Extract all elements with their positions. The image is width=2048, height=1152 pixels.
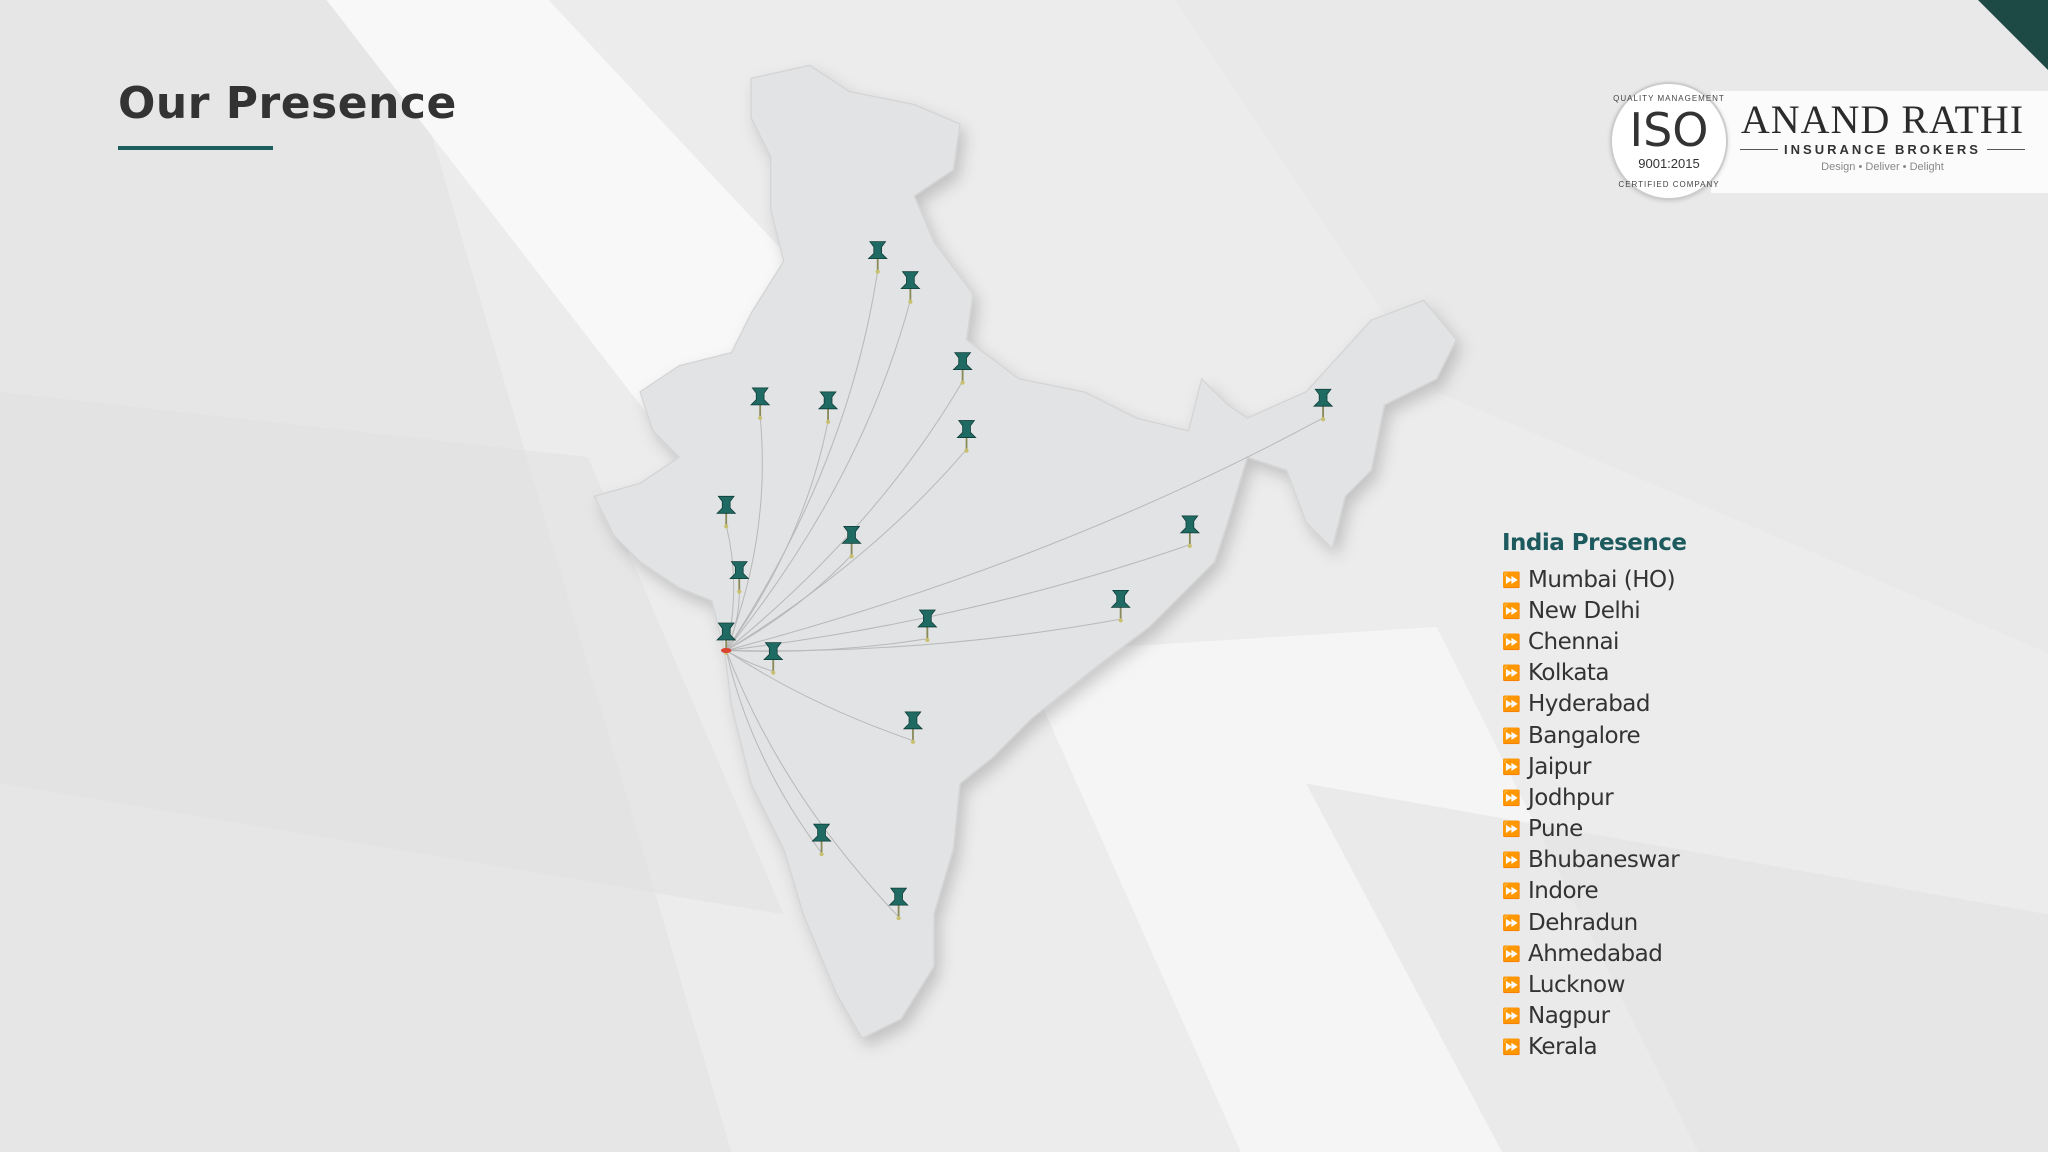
double-chevron-right-icon: ⏩ <box>1502 601 1521 620</box>
double-chevron-right-icon: ⏩ <box>1502 851 1521 870</box>
city-list-item: ⏩ New Delhi <box>1502 595 1687 626</box>
city-name: Jodhpur <box>1528 784 1614 811</box>
city-list-item: ⏩ Chennai <box>1502 626 1687 657</box>
double-chevron-right-icon: ⏩ <box>1502 632 1521 651</box>
route-line <box>725 300 911 651</box>
route-line <box>725 554 852 651</box>
route-line <box>725 420 829 651</box>
head-office-marker <box>720 647 732 654</box>
location-pin-icon <box>1313 388 1334 422</box>
corner-decoration <box>1978 0 2048 70</box>
city-list-item: ⏩ Jodhpur <box>1502 782 1687 813</box>
title-underline <box>118 146 273 150</box>
location-pin-icon <box>841 525 862 559</box>
city-name: Chennai <box>1528 628 1619 655</box>
brand-logo: ANAND RATHI INSURANCE BROKERS Design • D… <box>1740 98 2025 173</box>
iso-number: 9001:2015 <box>1638 156 1700 171</box>
city-list-item: ⏩ Kerala <box>1502 1032 1687 1063</box>
city-name: Kerala <box>1528 1034 1598 1061</box>
city-name: New Delhi <box>1528 597 1641 624</box>
brand-tagline: Design • Deliver • Delight <box>1821 161 1944 173</box>
location-pin-icon <box>1110 589 1131 623</box>
location-pin-icon <box>716 495 737 529</box>
route-line <box>726 638 928 652</box>
location-pin-icon <box>902 711 924 744</box>
city-name: Bangalore <box>1528 722 1641 749</box>
route-line <box>725 381 964 651</box>
city-list-item: ⏩ Bangalore <box>1502 720 1687 751</box>
city-name: Dehradun <box>1528 909 1638 936</box>
location-pin-icon <box>817 391 839 424</box>
route-line <box>725 650 914 742</box>
iso-bottom-text: CERTIFIED COMPANY <box>1618 180 1720 189</box>
city-list-item: ⏩ Ahmedabad <box>1502 938 1687 969</box>
city-name: Nagpur <box>1528 1003 1610 1030</box>
double-chevron-right-icon: ⏩ <box>1502 664 1521 683</box>
city-list-item: ⏩ Kolkata <box>1502 658 1687 689</box>
location-pin-icon <box>763 642 784 675</box>
city-list-item: ⏩ Lucknow <box>1502 969 1687 1000</box>
double-chevron-right-icon: ⏩ <box>1502 1038 1521 1057</box>
location-pin-icon <box>750 387 771 421</box>
location-pin-icon <box>900 271 921 304</box>
double-chevron-right-icon: ⏩ <box>1502 944 1521 963</box>
page-title: Our Presence <box>118 78 457 129</box>
brand-subtitle: INSURANCE BROKERS <box>1784 142 1981 157</box>
double-chevron-right-icon: ⏩ <box>1502 570 1521 589</box>
city-name: Indore <box>1528 878 1599 905</box>
city-name: Hyderabad <box>1528 691 1651 718</box>
city-name: Lucknow <box>1528 972 1625 999</box>
double-chevron-right-icon: ⏩ <box>1502 913 1521 932</box>
location-pin-icon <box>956 420 977 453</box>
route-line <box>725 650 899 918</box>
iso-main-text: ISO <box>1629 103 1709 157</box>
city-name: Mumbai (HO) <box>1528 566 1676 593</box>
city-name: Ahmedabad <box>1528 940 1663 967</box>
brand-name: ANAND RATHI <box>1740 97 2025 142</box>
city-name: Bhubaneswar <box>1528 847 1680 874</box>
city-name: Jaipur <box>1528 753 1591 780</box>
city-list-item: ⏩ Indore <box>1502 876 1687 907</box>
double-chevron-right-icon: ⏩ <box>1502 1007 1521 1026</box>
logo-banner <box>1711 91 2048 193</box>
double-chevron-right-icon: ⏩ <box>1502 757 1521 776</box>
city-list-item: ⏩ Dehradun <box>1502 907 1687 938</box>
double-chevron-right-icon: ⏩ <box>1502 695 1521 714</box>
presence-list: India Presence ⏩ Mumbai (HO) ⏩ New Delhi ⏩ Ch… <box>1502 530 1687 1063</box>
brand-subtitle-row: INSURANCE BROKERS <box>1740 142 2025 157</box>
route-line <box>725 590 740 651</box>
double-chevron-right-icon: ⏩ <box>1502 882 1521 901</box>
double-chevron-right-icon: ⏩ <box>1502 726 1521 745</box>
city-list-item: ⏩ Hyderabad <box>1502 689 1687 720</box>
route-line <box>726 417 1324 651</box>
route-line <box>725 448 967 651</box>
double-chevron-right-icon: ⏩ <box>1502 788 1521 807</box>
route-line <box>725 270 879 651</box>
location-pin-icon <box>729 561 750 594</box>
route-line <box>725 650 822 854</box>
location-pin-icon <box>867 241 888 274</box>
route-line <box>726 544 1191 651</box>
double-chevron-right-icon: ⏩ <box>1502 976 1521 995</box>
city-name: Kolkata <box>1528 660 1610 687</box>
city-list-item: ⏩ Mumbai (HO) <box>1502 564 1687 595</box>
city-list-item: ⏩ Bhubaneswar <box>1502 845 1687 876</box>
city-list-item: ⏩ Pune <box>1502 814 1687 845</box>
location-pin-icon <box>917 609 938 643</box>
city-name: Pune <box>1528 816 1583 843</box>
double-chevron-right-icon: ⏩ <box>1502 820 1521 839</box>
presence-heading: India Presence <box>1502 530 1687 556</box>
city-list-item: ⏩ Jaipur <box>1502 751 1687 782</box>
location-pin-icon <box>1179 515 1200 549</box>
location-pin-icon <box>888 887 909 921</box>
iso-top-text: QUALITY MANAGEMENT <box>1613 94 1725 103</box>
india-outline <box>593 64 1458 1040</box>
iso-certification-seal: QUALITY MANAGEMENT ISO 9001:2015 CERTIFI… <box>1610 82 1728 200</box>
city-list-item: ⏩ Nagpur <box>1502 1001 1687 1032</box>
location-pin-icon <box>811 823 832 857</box>
location-pin-icon <box>952 352 973 385</box>
